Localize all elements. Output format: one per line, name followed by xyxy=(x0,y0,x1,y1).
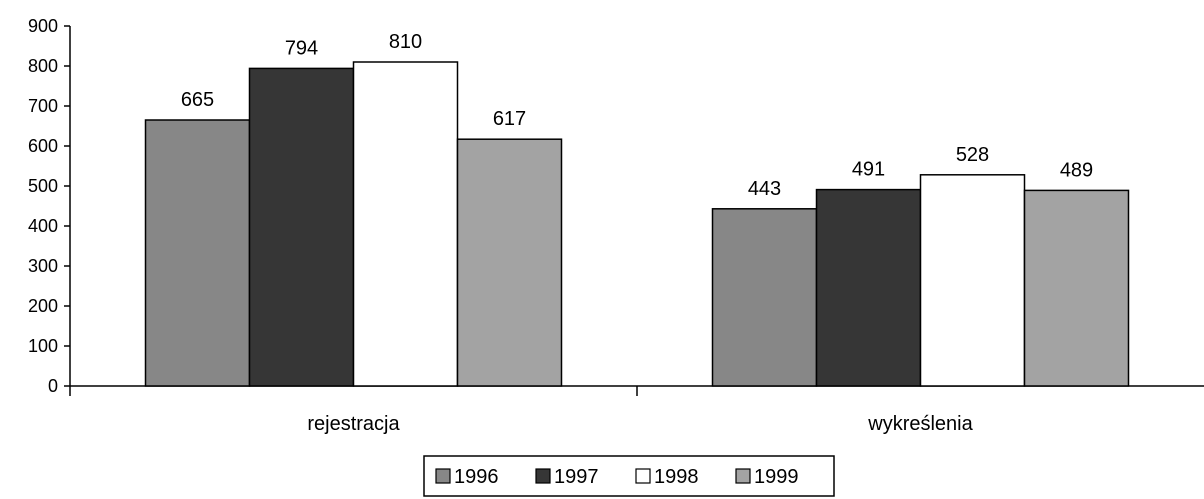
legend-box xyxy=(423,455,835,497)
legend-swatch-1998 xyxy=(635,468,651,484)
data-label: 665 xyxy=(181,89,214,111)
legend-label-1996: 1996 xyxy=(454,466,499,488)
x-category-label: rejestracja xyxy=(307,413,400,435)
bar-1997-wykreslenia xyxy=(815,188,922,387)
data-label: 491 xyxy=(852,159,885,181)
legend-label-1998: 1998 xyxy=(654,466,699,488)
bar-1999-rejestracja xyxy=(456,138,563,387)
bar-1996-rejestracja xyxy=(144,119,251,387)
y-tick-label: 100 xyxy=(28,336,58,356)
y-tick-label: 200 xyxy=(28,296,58,316)
bar-1996-wykreslenia xyxy=(711,208,818,387)
bars xyxy=(144,61,1130,387)
y-tick-label: 800 xyxy=(28,56,58,76)
bar-1998-wykreslenia xyxy=(919,174,1026,387)
legend-swatch-1999 xyxy=(735,468,751,484)
data-label: 810 xyxy=(389,31,422,53)
legend-label-1999: 1999 xyxy=(754,466,799,488)
y-axis: 0 100 200 300 400 500 600 700 800 900 xyxy=(28,16,71,396)
bar-1998-rejestracja xyxy=(352,61,459,387)
y-tick-label: 700 xyxy=(28,96,58,116)
data-labels: 665 794 810 617 443 491 528 489 xyxy=(181,31,1093,200)
data-label: 443 xyxy=(748,178,781,200)
x-axis: rejestracja wykreślenia xyxy=(69,385,1204,435)
y-tick-label: 400 xyxy=(28,216,58,236)
legend-swatch-1997 xyxy=(535,468,551,484)
y-tick-label: 600 xyxy=(28,136,58,156)
x-category-label: wykreślenia xyxy=(867,413,973,435)
legend-swatch-1996 xyxy=(435,468,451,484)
y-tick-label: 900 xyxy=(28,16,58,36)
legend-label-1997: 1997 xyxy=(554,466,599,488)
bar-1999-wykreslenia xyxy=(1023,189,1130,387)
data-label: 489 xyxy=(1060,159,1093,181)
legend[interactable]: 1996 1997 1998 1999 xyxy=(423,455,835,497)
data-label: 794 xyxy=(285,37,318,59)
y-tick-label: 500 xyxy=(28,176,58,196)
y-tick-label: 300 xyxy=(28,256,58,276)
data-label: 617 xyxy=(493,108,526,130)
bar-1997-rejestracja xyxy=(248,67,355,387)
data-label: 528 xyxy=(956,144,989,166)
y-tick-label: 0 xyxy=(48,376,58,396)
